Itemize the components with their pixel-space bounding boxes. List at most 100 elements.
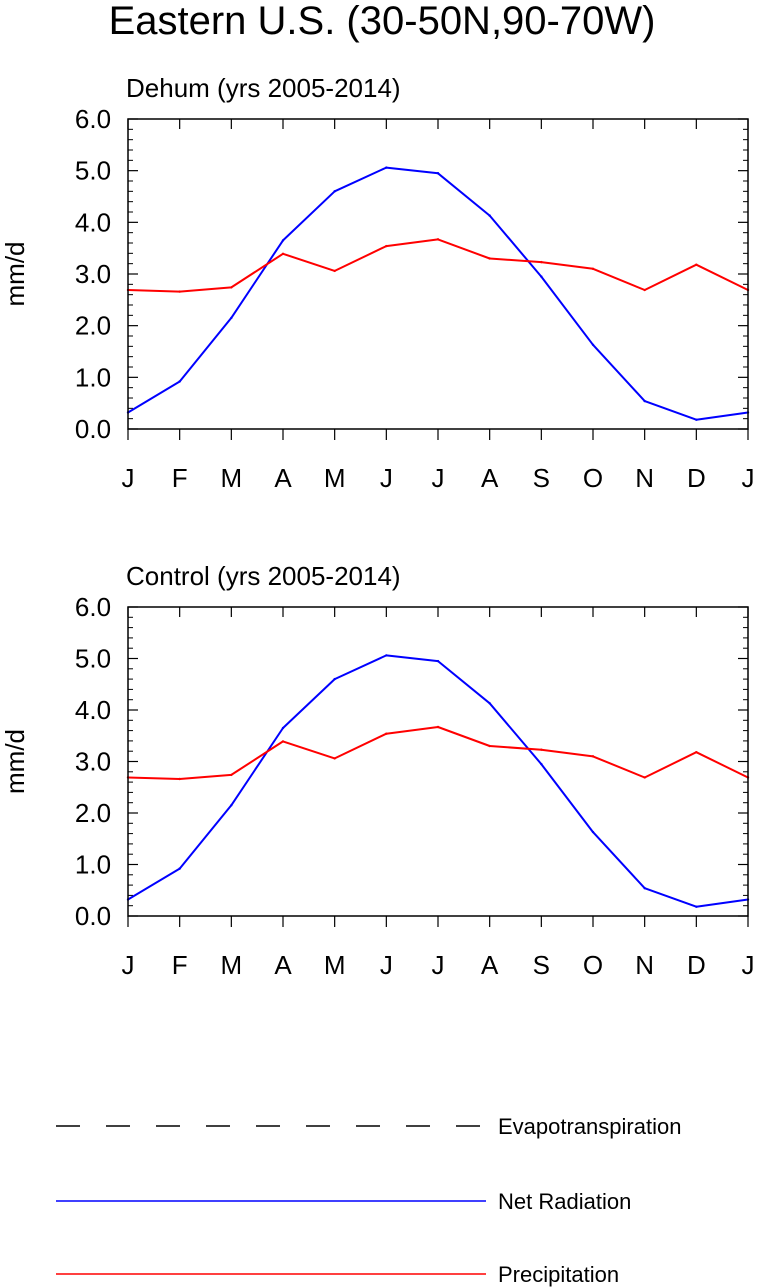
plot-frame [127,118,749,430]
y-tick-label: 3.0 [75,747,111,777]
plot-frame [127,606,749,917]
chart-panel-1: Dehum (yrs 2005-2014) mm/d 0.0 1.0 2.0 3.0 4.0… [0,73,755,493]
x-tick-label: M [324,463,346,493]
data-point-net-radiation [436,172,440,175]
legend-label: Net Radiation [498,1189,631,1214]
x-tick-label: M [220,463,242,493]
data-point-net-radiation [385,654,388,657]
x-tick-label: A [274,463,292,493]
figure-title: Eastern U.S. (30-50N,90-70W) [109,0,656,43]
data-point-precipitation [540,748,543,751]
panel-title: Control (yrs 2005-2014) [126,561,401,591]
data-point-precipitation [385,244,388,248]
data-point-precipitation [591,755,595,758]
x-tick-label: S [533,950,550,980]
data-point-net-radiation [540,762,543,766]
x-tick-label: J [742,463,755,493]
data-point-precipitation [591,267,595,271]
x-tick-label: M [220,950,242,980]
data-point-precipitation [643,288,646,292]
data-point-precipitation [695,263,698,266]
data-point-net-radiation [281,239,285,242]
data-point-net-radiation [436,659,440,663]
panel-title: Dehum (yrs 2005-2014) [126,73,401,103]
data-point-net-radiation [333,190,336,193]
x-tick-label: D [687,463,706,493]
x-tick-label: O [583,463,603,493]
y-tick-label: 0.0 [75,414,111,444]
data-point-precipitation [230,773,233,777]
y-tick-label: 5.0 [75,156,111,186]
panels: Dehum (yrs 2005-2014) mm/d 0.0 1.0 2.0 3.0 4.0… [0,73,755,980]
x-tick-label: F [172,950,188,980]
legend: Evapotranspiration Net Radiation Precipita… [56,1114,681,1287]
x-tick-label: A [481,463,499,493]
y-tick-label: 2.0 [75,311,111,341]
series-line-net-radiation [127,654,749,908]
x-tick-label: F [172,463,188,493]
data-point-net-radiation [591,830,595,834]
y-tick-label: 3.0 [75,259,111,289]
data-point-precipitation [333,757,336,760]
y-tick-label: 6.0 [75,592,111,622]
data-point-precipitation [281,252,285,256]
data-point-net-radiation [178,867,181,870]
y-tick-label: 6.0 [75,104,111,134]
data-point-precipitation [488,257,491,260]
x-tick-label: A [274,950,292,980]
y-tick-label: 0.0 [75,901,111,931]
data-point-precipitation [230,286,233,289]
x-tick-label: N [635,463,654,493]
data-point-precipitation [281,740,285,743]
x-tick-label: N [635,950,654,980]
y-tick-label: 4.0 [75,207,111,237]
data-point-precipitation [333,269,336,273]
x-tick-label: O [583,950,603,980]
y-tick-label: 1.0 [75,362,111,392]
data-point-net-radiation [643,886,646,890]
y-tick-label: 1.0 [75,850,111,880]
data-point-net-radiation [540,275,543,278]
data-point-precipitation [385,732,388,735]
x-tick-label: J [380,950,393,980]
data-point-net-radiation [281,726,285,730]
legend-label: Evapotranspiration [498,1114,681,1139]
data-point-net-radiation [385,166,388,169]
data-point-precipitation [178,290,181,293]
data-point-precipitation [178,777,181,781]
y-tick-label: 4.0 [75,695,111,725]
y-tick-label: 2.0 [75,798,111,828]
y-axis-label: mm/d [0,242,30,307]
legend-label: Precipitation [498,1262,619,1287]
x-tick-label: J [122,950,135,980]
data-point-precipitation [488,744,491,748]
data-point-net-radiation [591,343,595,346]
data-point-precipitation [436,725,440,729]
x-tick-label: S [533,463,550,493]
x-tick-label: J [742,950,755,980]
data-point-net-radiation [230,316,233,320]
data-point-net-radiation [178,380,181,383]
data-point-net-radiation [695,418,698,421]
x-tick-label: J [380,463,393,493]
series-line-precipitation [127,726,749,780]
series-line-net-radiation [127,166,749,421]
data-point-precipitation [540,260,543,264]
data-point-net-radiation [333,677,336,681]
data-point-precipitation [643,776,646,779]
y-axis-label: mm/d [0,729,30,794]
data-point-net-radiation [230,804,233,807]
data-point-precipitation [695,751,698,754]
x-tick-label: A [481,950,499,980]
data-point-net-radiation [643,399,646,403]
x-tick-label: J [122,463,135,493]
data-point-net-radiation [695,905,698,908]
x-tick-label: J [432,950,445,980]
chart-panel-2: Control (yrs 2005-2014) mm/d 0.0 1.0 2.0 3.0 4… [0,561,755,980]
data-point-precipitation [436,238,440,241]
data-point-net-radiation [488,214,491,217]
x-tick-label: J [432,463,445,493]
series-line-precipitation [127,238,749,293]
y-tick-label: 5.0 [75,644,111,674]
